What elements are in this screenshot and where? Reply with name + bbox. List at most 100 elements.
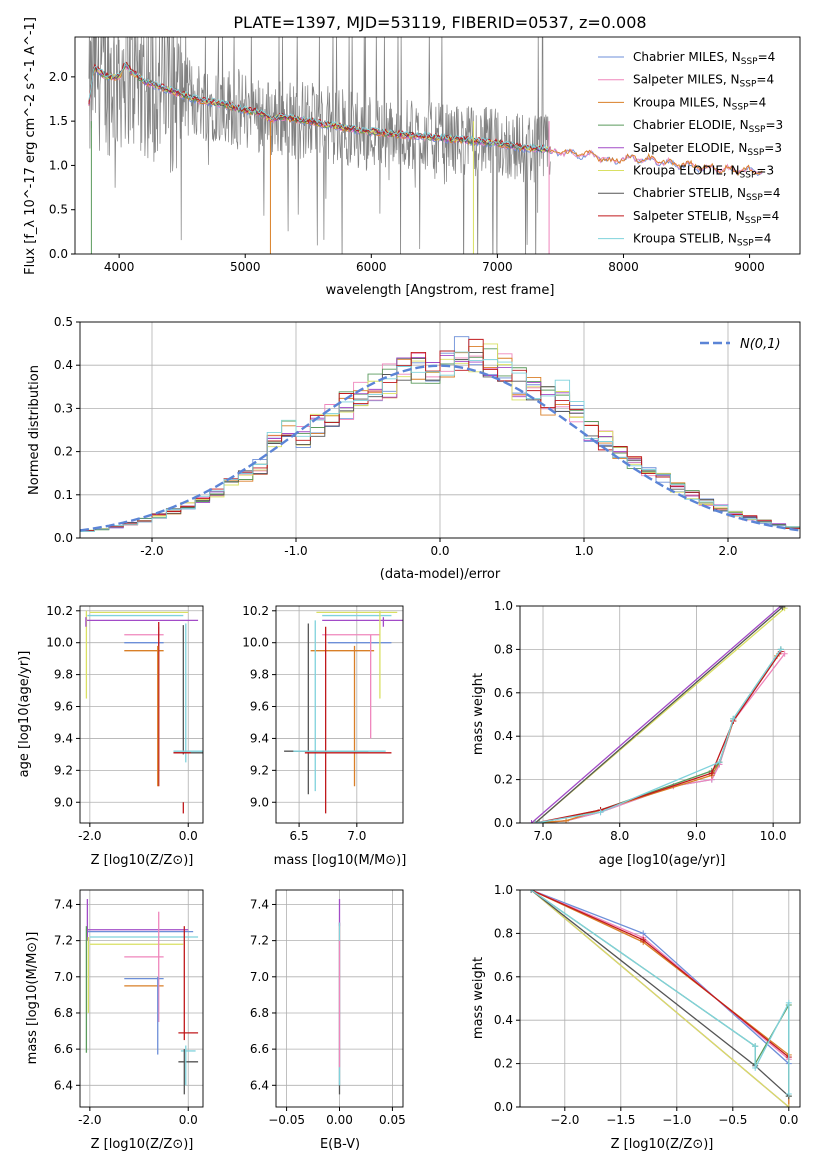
legend-gauss-label: N(0,1) <box>740 337 781 352</box>
x-tick-label: 0.00 <box>326 1113 353 1127</box>
legend-subscript: SSP <box>745 216 762 226</box>
legend-value: =4 <box>754 232 772 246</box>
y-axis-label: mass weight <box>471 673 486 755</box>
panel-mass_vs_EBV <box>272 889 404 1111</box>
y-tick-label: 7.4 <box>54 897 73 911</box>
legend-entry-5: Kroupa ELODIE, NSSP=3 <box>633 164 774 181</box>
y-tick-label: 0.6 <box>494 970 513 984</box>
y-tick-label: 0.4 <box>494 1013 513 1027</box>
y-tick-label: 10.0 <box>242 636 269 650</box>
weight-track-1 <box>535 653 786 823</box>
x-tick-label: 1.0 <box>574 544 593 558</box>
plot-area-residuals <box>80 336 800 532</box>
x-tick-label: -2.0 <box>78 829 101 843</box>
y-tick-label: 0.3 <box>54 401 73 415</box>
panel-age_vs_mass <box>272 605 404 827</box>
x-tick-label: −1.5 <box>606 1113 635 1127</box>
x-tick-label: -2.0 <box>140 544 163 558</box>
y-tick-label: 0.5 <box>49 203 68 217</box>
x-tick-label: 7.0 <box>347 829 366 843</box>
panel-mass_vs_Z <box>76 889 204 1111</box>
x-tick-label: 6000 <box>356 260 387 274</box>
x-axis-label: wavelength [Angstrom, rest frame] <box>326 283 555 298</box>
y-tick-label: 9.0 <box>54 795 73 809</box>
y-tick-label: 0.8 <box>494 642 513 656</box>
y-tick-label: 0.4 <box>494 729 513 743</box>
y-tick-label: 10.2 <box>242 604 269 618</box>
legend-entry-8: Kroupa STELIB, NSSP=4 <box>633 232 771 249</box>
x-tick-label: 8000 <box>608 260 639 274</box>
x-tick-label: −2.0 <box>550 1113 579 1127</box>
x-axis-label: Z [log10(Z/Z⊙)] <box>91 1137 194 1152</box>
legend-value: =4 <box>758 50 776 64</box>
y-tick-label: 7.0 <box>250 970 269 984</box>
y-tick-label: 7.4 <box>250 897 269 911</box>
y-tick-label: 0.2 <box>494 773 513 787</box>
x-tick-label: −0.05 <box>268 1113 305 1127</box>
legend-value: =3 <box>764 141 782 155</box>
y-axis-label: Normed distribution <box>27 365 42 495</box>
plot-area-spectrum <box>88 37 763 254</box>
x-tick-label: 0.0 <box>179 829 198 843</box>
y-tick-label: 0.1 <box>54 488 73 502</box>
weight-track-6 <box>534 606 783 823</box>
axes-frame <box>519 889 801 1108</box>
y-tick-label: 9.6 <box>54 700 73 714</box>
y-tick-label: 9.2 <box>54 763 73 777</box>
weight-track-2 <box>535 655 778 823</box>
y-tick-label: 9.4 <box>54 731 73 745</box>
x-tick-label: 0.05 <box>379 1113 406 1127</box>
y-tick-label: 0.2 <box>494 1057 513 1071</box>
legend-value: =4 <box>763 186 781 200</box>
x-tick-label: 9000 <box>734 260 765 274</box>
legend-value: =3 <box>765 118 783 132</box>
y-tick-label: 0.0 <box>494 816 513 830</box>
panel-weight_vs_age <box>516 605 801 827</box>
y-tick-label: 6.8 <box>250 1006 269 1020</box>
y-tick-label: 1.0 <box>494 599 513 613</box>
legend-value: =4 <box>749 95 767 109</box>
legend-subscript: SSP <box>732 102 749 112</box>
x-tick-label: 10.0 <box>760 829 787 843</box>
x-tick-label: -2.0 <box>78 1113 101 1127</box>
x-tick-label: 8.0 <box>610 829 629 843</box>
y-tick-label: 0.0 <box>49 247 68 261</box>
y-tick-label: 1.0 <box>494 883 513 897</box>
legend-value: =4 <box>762 209 780 223</box>
histogram-7 <box>80 338 800 532</box>
x-tick-label: 0.0 <box>179 1113 198 1127</box>
weight-track-4 <box>531 606 782 823</box>
x-tick-label: 4000 <box>104 260 135 274</box>
x-tick-label: 0.0 <box>430 544 449 558</box>
axes-frame <box>74 36 801 255</box>
x-axis-label: E(B-V) <box>320 1137 360 1152</box>
y-tick-label: 9.6 <box>250 700 269 714</box>
y-tick-label: 0.6 <box>494 686 513 700</box>
axes-frame <box>519 605 801 824</box>
y-tick-label: 10.0 <box>46 636 73 650</box>
y-tick-label: 0.0 <box>494 1100 513 1114</box>
x-tick-label: −1.0 <box>662 1113 691 1127</box>
x-tick-label: 7000 <box>482 260 513 274</box>
y-tick-label: 9.0 <box>250 795 269 809</box>
y-axis-label: mass weight <box>471 957 486 1039</box>
y-tick-label: 2.0 <box>49 70 68 84</box>
x-tick-label: 0.0 <box>779 1113 798 1127</box>
y-tick-label: 6.6 <box>54 1042 73 1056</box>
legend-subscript: SSP <box>746 193 763 203</box>
x-tick-label: -1.0 <box>284 544 307 558</box>
y-tick-label: 7.0 <box>54 970 73 984</box>
y-tick-label: 0.8 <box>494 926 513 940</box>
legend-value: =4 <box>756 73 774 87</box>
x-tick-label: 6.5 <box>290 829 309 843</box>
x-tick-label: 9.0 <box>687 829 706 843</box>
gaussian-curve <box>80 364 800 532</box>
legend-entry-1: Salpeter MILES, NSSP=4 <box>633 73 774 90</box>
y-axis-label: mass [log10(M/M⊙)] <box>25 932 40 1065</box>
histogram-8 <box>80 351 800 532</box>
plot-area-weight_vs_age <box>528 606 788 823</box>
x-axis-label: Z [log10(Z/Z⊙)] <box>91 853 194 868</box>
plot-area-age_vs_Z <box>85 610 203 814</box>
x-axis-label: (data-model)/error <box>380 567 501 582</box>
y-tick-label: 7.2 <box>54 934 73 948</box>
